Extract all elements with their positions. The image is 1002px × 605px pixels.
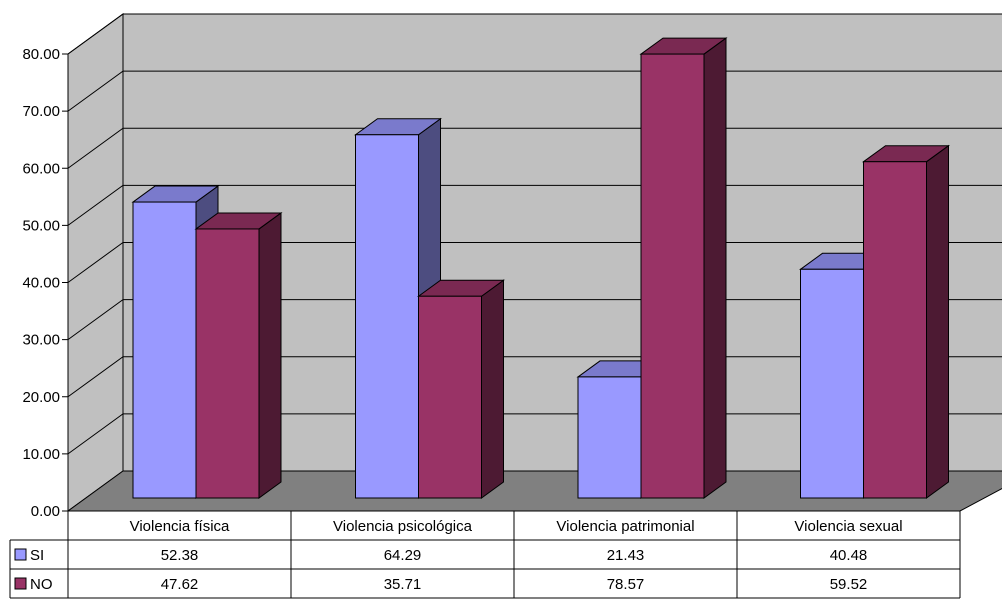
table-series-label: NO (30, 576, 53, 593)
table-category-label: Violencia sexual (794, 518, 902, 535)
table-category-label: Violencia patrimonial (556, 518, 694, 535)
gridlines (67, 13, 1002, 455)
gridline (67, 413, 1002, 455)
y-tick-label: 0.00 (31, 503, 60, 520)
bar-si (800, 268, 864, 499)
y-tick-label: 40.00 (22, 275, 60, 292)
y-tick-label: 30.00 (22, 332, 60, 349)
data-table: Violencia física Violencia psicológica Vio… (9, 510, 961, 599)
table-value: 52.38 (161, 547, 199, 564)
table-value: 47.62 (161, 576, 199, 593)
bar-no-side (926, 144, 949, 499)
gridline (67, 242, 1002, 283)
table-value: 40.48 (830, 547, 868, 564)
bar-no (863, 161, 927, 499)
bar-no-side (703, 37, 727, 499)
gridline (67, 299, 1002, 341)
gridline (67, 184, 1002, 226)
gridline (67, 70, 1002, 112)
table-value: 35.71 (384, 576, 422, 593)
legend-key-si (14, 548, 27, 561)
y-tick-label: 10.00 (22, 446, 60, 463)
y-tick-label: 20.00 (22, 389, 60, 406)
table-value: 64.29 (384, 547, 422, 564)
bar-si (577, 376, 642, 499)
table-value: 78.57 (607, 576, 645, 593)
gridline (67, 13, 1002, 55)
table-value: 21.43 (607, 547, 645, 564)
bar-si (132, 201, 197, 499)
gridline (67, 356, 1002, 398)
y-tick-label: 70.00 (22, 103, 60, 120)
table-category-label: Violencia psicológica (333, 518, 473, 535)
bar-no (418, 295, 482, 499)
y-tick-label: 50.00 (22, 217, 60, 234)
y-tick-label: 60.00 (22, 160, 60, 177)
bar-no (640, 53, 705, 499)
bar-no-side (258, 211, 282, 499)
table-category-label: Violencia física (130, 518, 230, 535)
table-value: 59.52 (830, 576, 868, 593)
gridline (67, 127, 1002, 169)
bar-no (195, 228, 260, 499)
y-axis: 0.00 10.00 20.00 30.00 40.00 50.00 60.00 70.00 8… (22, 46, 69, 520)
y-tick-label: 80.00 (22, 46, 60, 63)
bar-si (355, 134, 419, 499)
legend-key-no (14, 577, 27, 590)
bars (131, 37, 951, 499)
bar-no-side (481, 279, 504, 499)
table-series-label: SI (30, 547, 44, 564)
